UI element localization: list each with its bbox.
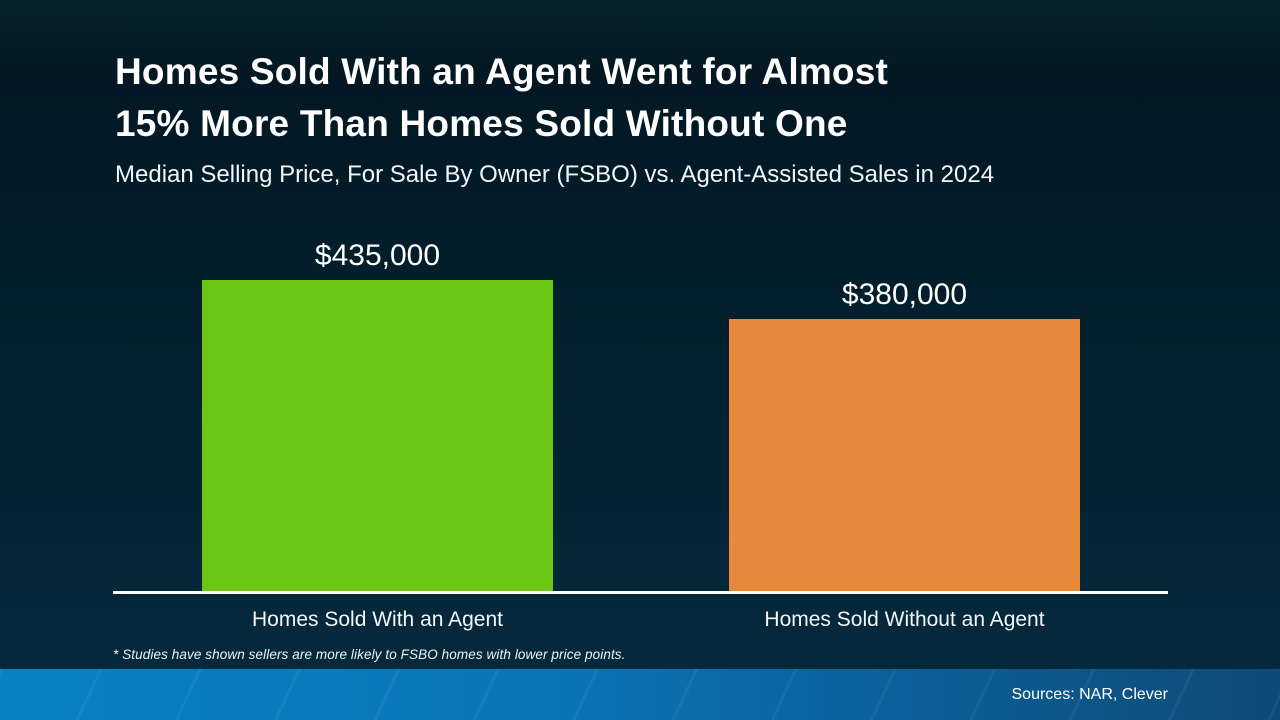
sources-text: Sources: NAR, Clever (1011, 685, 1169, 703)
bar-group-without-agent: $380,000 (729, 278, 1080, 591)
x-axis-baseline (113, 591, 1168, 594)
chart-subtitle: Median Selling Price, For Sale By Owner … (115, 161, 995, 188)
chart-header: Homes Sold With an Agent Went for Almost… (115, 46, 1175, 191)
bar-without-agent (729, 319, 1080, 591)
bar-group-with-agent: $435,000 (202, 239, 553, 591)
category-label-with-agent: Homes Sold With an Agent (252, 608, 503, 631)
bar-with-agent (202, 280, 553, 591)
chart-title-line-2: 15% More Than Homes Sold Without One (115, 103, 848, 144)
chart-title-line-1: Homes Sold With an Agent Went for Almost (115, 51, 889, 92)
bar-value-without-agent: $380,000 (841, 278, 968, 311)
footnote-text: * Studies have shown sellers are more li… (113, 647, 626, 662)
footer-band: Sources: NAR, Clever (0, 669, 1280, 720)
bar-value-with-agent: $435,000 (314, 239, 441, 272)
category-label-without-agent: Homes Sold Without an Agent (764, 608, 1045, 631)
